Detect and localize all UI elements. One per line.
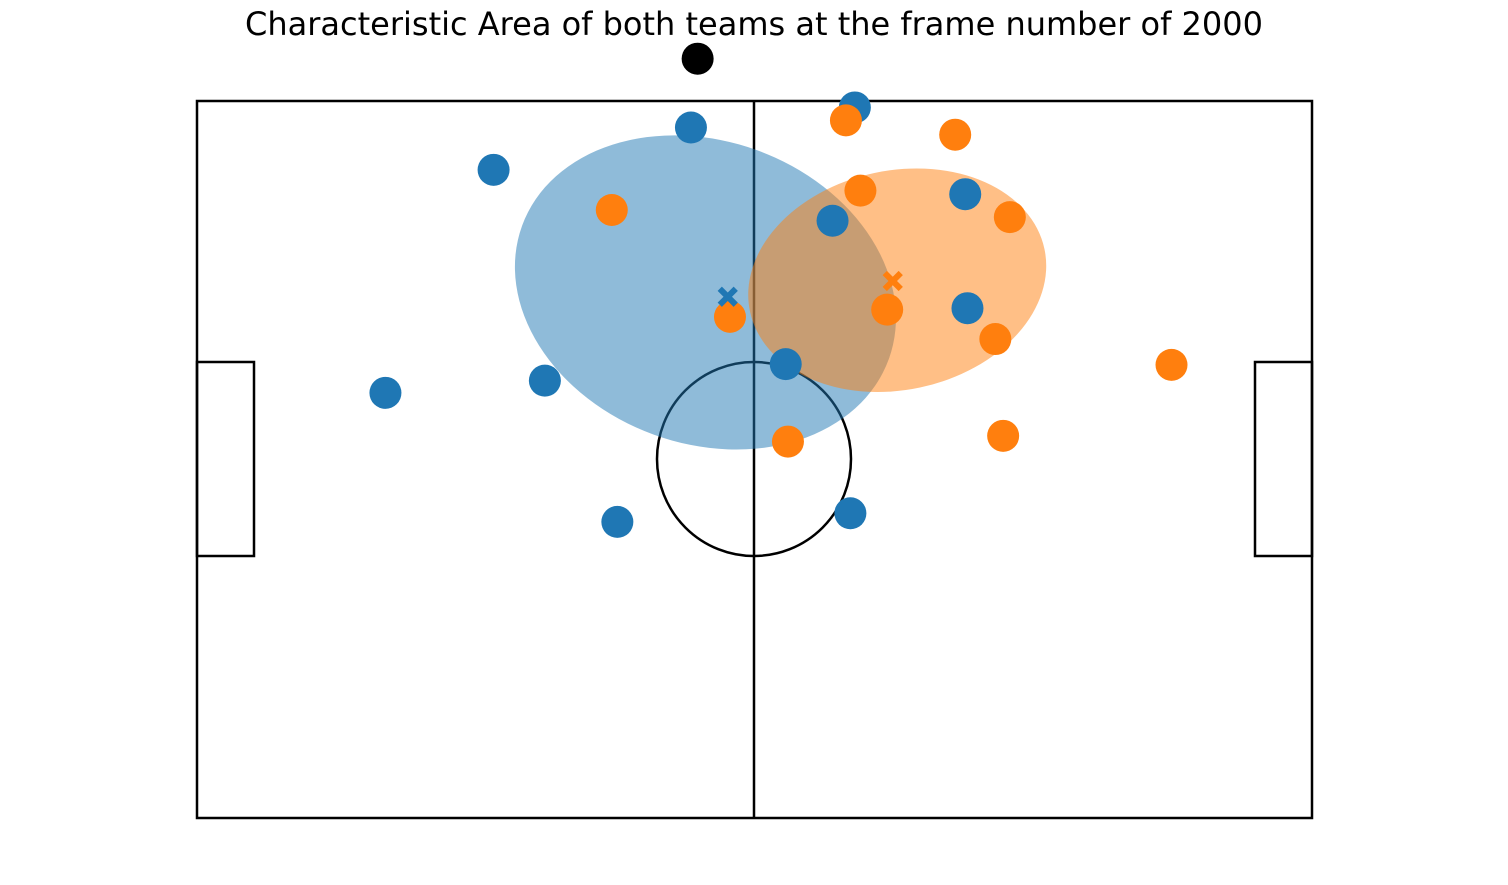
blue-player-point-1 bbox=[674, 111, 707, 144]
orange-player-point-10 bbox=[771, 425, 804, 458]
orange-player-point-9 bbox=[1155, 348, 1188, 381]
orange-player-point-8 bbox=[979, 323, 1012, 356]
player-points bbox=[369, 91, 1188, 538]
blue-player-point-7 bbox=[369, 376, 402, 409]
orange-player-point-1 bbox=[829, 104, 862, 137]
blue-player-point-3 bbox=[477, 153, 510, 186]
blue-player-point-8 bbox=[528, 364, 561, 397]
orange-player-point-11 bbox=[987, 419, 1020, 452]
blue-player-point-10 bbox=[601, 505, 634, 538]
right-goal-area bbox=[1253, 360, 1314, 558]
blue-team-centroid-marker bbox=[717, 286, 738, 307]
characteristic-areas bbox=[514, 135, 1047, 450]
orange-player-point-3 bbox=[595, 193, 628, 226]
ball-point bbox=[681, 42, 714, 75]
team-centroids bbox=[717, 270, 903, 307]
chart-title: Characteristic Area of both teams at the… bbox=[245, 5, 1263, 43]
blue-player-point-5 bbox=[816, 204, 849, 237]
football-pitch bbox=[195, 99, 1314, 820]
orange-player-point-5 bbox=[993, 201, 1026, 234]
ball-layer bbox=[681, 42, 714, 75]
orange-player-point-2 bbox=[939, 118, 972, 151]
orange-player-point-7 bbox=[871, 293, 904, 326]
orange-player-point-6 bbox=[713, 300, 746, 333]
left-goal-area bbox=[195, 360, 256, 558]
blue-player-point-9 bbox=[769, 348, 802, 381]
blue-player-point-11 bbox=[834, 497, 867, 530]
orange-team-centroid-marker bbox=[882, 270, 903, 292]
orange-player-point-4 bbox=[844, 174, 877, 207]
blue-player-point-4 bbox=[949, 178, 982, 211]
blue-player-point-6 bbox=[951, 292, 984, 325]
